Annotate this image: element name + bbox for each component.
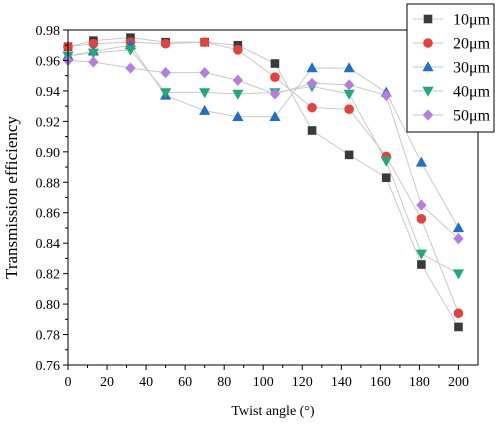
legend-marker [422, 109, 434, 121]
data-point-series-1 [417, 260, 426, 269]
x-tick-label: 140 [331, 375, 352, 390]
data-point-series-5 [306, 77, 318, 89]
data-point-series-3 [232, 110, 244, 121]
y-tick-label: 0.92 [36, 115, 61, 130]
legend-label: 20μm [453, 36, 491, 53]
y-axis-title: Transmission efficiency [2, 116, 21, 279]
data-point-series-5 [88, 56, 99, 68]
legend-box [406, 3, 495, 133]
series-line-4 [67, 49, 459, 275]
data-point-series-2 [233, 44, 243, 55]
x-tick-label: 20 [100, 375, 114, 390]
legend: 10μm 20μm 30μm 40μm 50μm [406, 3, 495, 133]
data-point-series-5 [232, 74, 244, 86]
data-point-series-5 [343, 79, 355, 91]
data-point-series-5 [381, 89, 392, 102]
x-tick-label: 40 [139, 375, 153, 390]
data-point-series-2 [88, 38, 99, 49]
x-tick-label: 160 [370, 375, 391, 390]
series-line-1 [67, 37, 459, 328]
y-tick-label: 0.86 [36, 207, 61, 222]
data-point-series-4 [232, 89, 244, 100]
data-point-series-1 [270, 59, 280, 68]
x-axis: 0 20 40 60 80 100 120 140 160 180 200 [65, 365, 469, 390]
data-point-series-5 [453, 233, 464, 245]
y-tick-label: 0.94 [36, 85, 61, 100]
data-point-series-4 [380, 156, 392, 167]
data-point-series-1 [307, 126, 317, 135]
x-tick-label: 80 [217, 375, 231, 390]
data-point-series-5 [269, 88, 281, 100]
data-point-series-3 [269, 110, 281, 121]
y-tick-label: 0.78 [36, 329, 61, 344]
data-point-series-4 [87, 48, 99, 59]
y-axis: 0.76 0.78 0.80 0.82 0.84 0.86 0.88 0.90 0.92 0.94… [36, 24, 68, 374]
data-point-series-4 [124, 45, 137, 56]
plot-lines [67, 37, 459, 328]
data-point-series-4 [199, 88, 211, 99]
y-tick-label: 0.96 [36, 54, 61, 69]
y-tick-label: 0.84 [36, 237, 61, 252]
data-point-series-2 [344, 104, 354, 114]
y-tick-label: 0.76 [36, 359, 61, 374]
data-point-series-4 [160, 88, 172, 99]
data-point-series-1 [454, 322, 463, 332]
x-tick-label: 60 [178, 375, 192, 390]
data-point-series-5 [125, 62, 136, 74]
legend-marker [422, 61, 434, 72]
x-tick-label: 120 [292, 375, 313, 390]
data-point-series-4 [415, 249, 427, 260]
legend-label: 10μm [453, 12, 491, 29]
data-point-series-2 [270, 72, 280, 83]
y-tick-label: 0.88 [36, 176, 61, 191]
legend-label: 30μm [453, 60, 491, 77]
legend-label: 50μm [453, 108, 491, 125]
data-point-series-3 [415, 156, 427, 167]
series-line-2 [67, 41, 459, 314]
legend-marker [422, 86, 434, 97]
series-line-3 [67, 44, 459, 229]
data-point-series-2 [453, 308, 464, 319]
data-point-series-2 [416, 214, 427, 224]
plot-markers [62, 33, 465, 332]
data-point-series-3 [452, 222, 465, 233]
data-point-series-3 [343, 62, 355, 73]
data-point-series-2 [199, 37, 210, 47]
data-point-series-5 [416, 199, 427, 211]
series-line-5 [67, 59, 459, 239]
x-tick-label: 180 [409, 375, 430, 390]
legend-marker [423, 38, 433, 48]
x-tick-label: 100 [253, 375, 274, 390]
data-point-series-1 [344, 150, 354, 160]
legend-label: 40μm [453, 84, 491, 101]
data-point-series-2 [307, 102, 317, 113]
y-tick-label: 0.98 [36, 24, 61, 39]
data-point-series-5 [199, 67, 210, 79]
data-point-series-4 [452, 269, 465, 280]
data-point-series-3 [306, 62, 318, 73]
data-point-series-5 [160, 67, 171, 79]
data-point-series-4 [343, 89, 355, 100]
data-point-series-2 [160, 38, 171, 49]
legend-marker [423, 14, 433, 24]
x-tick-label: 0 [65, 375, 72, 390]
data-point-series-3 [199, 104, 211, 115]
y-tick-label: 0.80 [36, 298, 61, 313]
y-tick-label: 0.90 [36, 146, 61, 161]
x-axis-title: Twist angle (°) [231, 404, 314, 419]
x-tick-label: 200 [448, 375, 469, 390]
data-point-series-1 [381, 173, 391, 183]
y-tick-label: 0.82 [36, 268, 61, 283]
